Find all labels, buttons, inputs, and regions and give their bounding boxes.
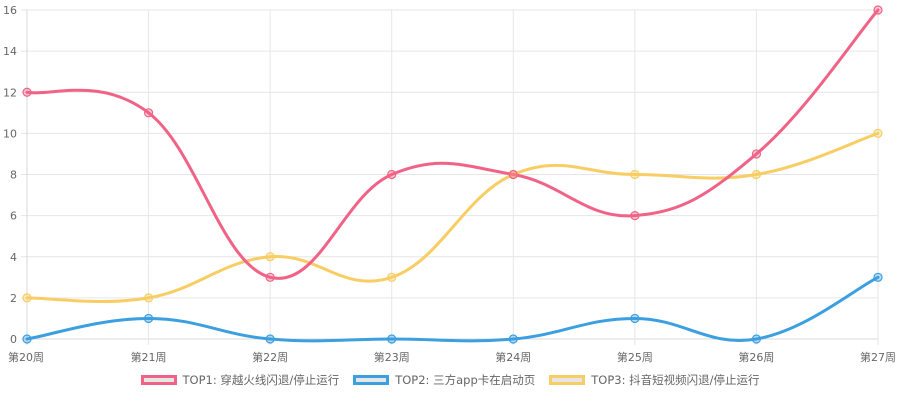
x-tick-label: 第25周 — [617, 350, 653, 364]
chart-legend: TOP1: 穿越火线闪退/停止运行 TOP2: 三方app卡在启动页 TOP3:… — [0, 372, 900, 388]
x-axis-ticks: 第20周 第21周 第22周 第23周 第24周 第25周 第26周 第27周 — [8, 350, 896, 364]
data-point-top2[interactable] — [143, 313, 154, 324]
series-layer — [22, 5, 883, 344]
data-point-top2[interactable] — [387, 334, 397, 344]
series-line-top1 — [25, 8, 880, 280]
data-point-top2[interactable] — [751, 334, 762, 344]
data-point-top1[interactable] — [22, 87, 32, 97]
data-point-top1[interactable] — [873, 5, 883, 15]
x-tick-label: 第24周 — [495, 350, 531, 364]
data-point-top1[interactable] — [387, 169, 397, 180]
y-tick-label: 12 — [3, 86, 17, 99]
series-line-top2 — [25, 275, 880, 343]
data-point-top1[interactable] — [143, 108, 154, 118]
y-tick-label: 16 — [3, 4, 17, 17]
legend-item-top1[interactable]: TOP1: 穿越火线闪退/停止运行 — [140, 372, 340, 388]
y-tick-label: 4 — [10, 251, 17, 264]
legend-label-top3: TOP3: 抖音短视频闪退/停止运行 — [591, 373, 760, 387]
legend-label-top1: TOP1: 穿越火线闪退/停止运行 — [182, 373, 340, 387]
y-tick-label: 6 — [10, 210, 17, 223]
data-point-top2[interactable] — [508, 334, 518, 344]
y-tick-label: 14 — [3, 45, 17, 58]
data-point-top1[interactable] — [630, 211, 640, 221]
data-point-top1[interactable] — [508, 169, 518, 180]
data-point-top1[interactable] — [265, 272, 275, 282]
data-point-top2[interactable] — [22, 334, 32, 344]
y-tick-label: 0 — [10, 333, 17, 346]
legend-swatch-top1 — [140, 375, 177, 385]
x-tick-label: 第26周 — [738, 350, 774, 364]
y-tick-label: 8 — [10, 169, 17, 182]
data-point-top3[interactable] — [751, 169, 762, 180]
x-tick-label: 第21周 — [131, 350, 167, 364]
data-point-top2[interactable] — [265, 334, 275, 344]
data-point-top2[interactable] — [630, 313, 640, 324]
data-point-top1[interactable] — [751, 149, 762, 159]
legend-item-top3[interactable]: TOP3: 抖音短视频闪退/停止运行 — [549, 372, 759, 388]
x-tick-label: 第22周 — [252, 350, 288, 364]
y-axis-ticks: 0 2 4 6 8 10 12 14 16 — [3, 4, 17, 346]
y-tick-label: 10 — [3, 127, 17, 140]
y-tick-label: 2 — [10, 292, 17, 305]
legend-swatch-top3 — [549, 375, 586, 385]
x-tick-label: 第27周 — [860, 350, 896, 364]
x-tick-label: 第20周 — [8, 350, 44, 364]
data-point-top3[interactable] — [873, 128, 883, 138]
legend-label-top2: TOP2: 三方app卡在启动页 — [395, 373, 536, 387]
x-tick-label: 第23周 — [374, 350, 410, 364]
grid-layer — [21, 9, 879, 345]
data-point-top3[interactable] — [22, 293, 32, 303]
legend-swatch-top2 — [353, 375, 390, 385]
data-point-top3[interactable] — [630, 169, 640, 180]
data-point-top3[interactable] — [143, 293, 154, 303]
data-point-top2[interactable] — [873, 272, 883, 282]
legend-item-top2[interactable]: TOP2: 三方app卡在启动页 — [353, 372, 535, 388]
data-point-top3[interactable] — [265, 252, 275, 262]
data-point-top3[interactable] — [387, 272, 397, 282]
series-line-top3 — [25, 131, 880, 304]
